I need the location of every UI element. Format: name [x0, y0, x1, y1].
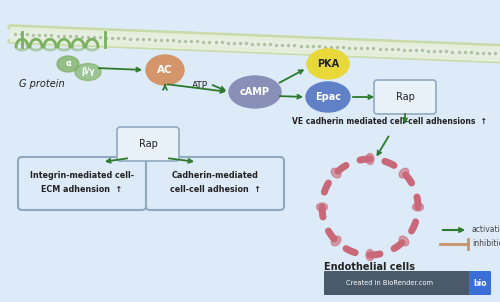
Ellipse shape	[57, 56, 79, 72]
Ellipse shape	[412, 203, 424, 211]
Text: Created in BioRender.com: Created in BioRender.com	[346, 280, 434, 286]
Text: PKA: PKA	[317, 59, 339, 69]
Text: bio: bio	[473, 278, 487, 288]
Ellipse shape	[75, 63, 101, 81]
Text: Integrin-mediated cell-: Integrin-mediated cell-	[30, 172, 134, 181]
FancyBboxPatch shape	[469, 271, 491, 295]
Text: ECM adhension  ↑: ECM adhension ↑	[42, 185, 122, 194]
Text: VE cadherin mediated cell-cell adhensions  ↑: VE cadherin mediated cell-cell adhension…	[292, 117, 488, 127]
Ellipse shape	[332, 236, 341, 246]
Ellipse shape	[307, 49, 349, 79]
Ellipse shape	[399, 168, 408, 178]
FancyBboxPatch shape	[117, 127, 179, 161]
Ellipse shape	[316, 203, 328, 211]
Ellipse shape	[306, 82, 350, 112]
FancyBboxPatch shape	[146, 157, 284, 210]
Text: Endothelial cells: Endothelial cells	[324, 262, 416, 272]
Text: α: α	[65, 59, 71, 69]
Ellipse shape	[146, 55, 184, 85]
Text: ATP: ATP	[192, 81, 208, 89]
Text: β/γ: β/γ	[81, 68, 95, 76]
Text: cell-cell adhesion  ↑: cell-cell adhesion ↑	[170, 185, 260, 194]
Ellipse shape	[366, 153, 374, 165]
Text: Cadherin-mediated: Cadherin-mediated	[172, 172, 258, 181]
Text: G protein: G protein	[19, 79, 65, 89]
Text: cAMP: cAMP	[240, 87, 270, 97]
Text: Rap: Rap	[396, 92, 414, 102]
FancyBboxPatch shape	[374, 80, 436, 114]
Ellipse shape	[399, 236, 408, 246]
Ellipse shape	[229, 76, 281, 108]
Text: activation: activation	[472, 226, 500, 234]
Ellipse shape	[366, 249, 374, 261]
FancyBboxPatch shape	[324, 271, 481, 295]
FancyBboxPatch shape	[18, 157, 146, 210]
Text: AC: AC	[157, 65, 173, 75]
Text: Epac: Epac	[315, 92, 341, 102]
Text: Rap: Rap	[138, 139, 158, 149]
Text: inhibition: inhibition	[472, 239, 500, 249]
Ellipse shape	[332, 168, 341, 178]
